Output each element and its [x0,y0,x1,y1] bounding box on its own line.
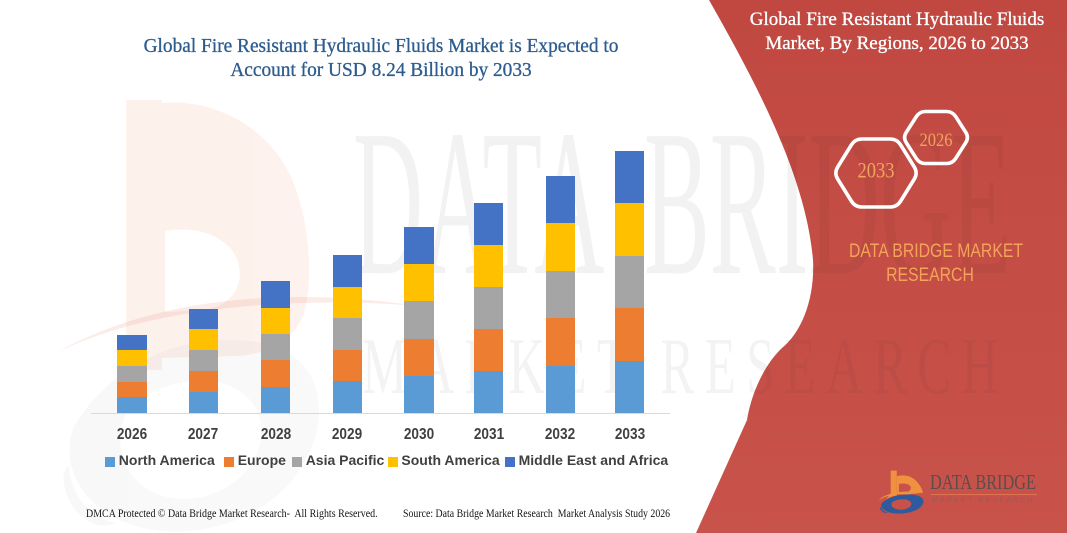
svg-text:2026: 2026 [920,130,953,151]
svg-text:2033: 2033 [858,158,895,183]
